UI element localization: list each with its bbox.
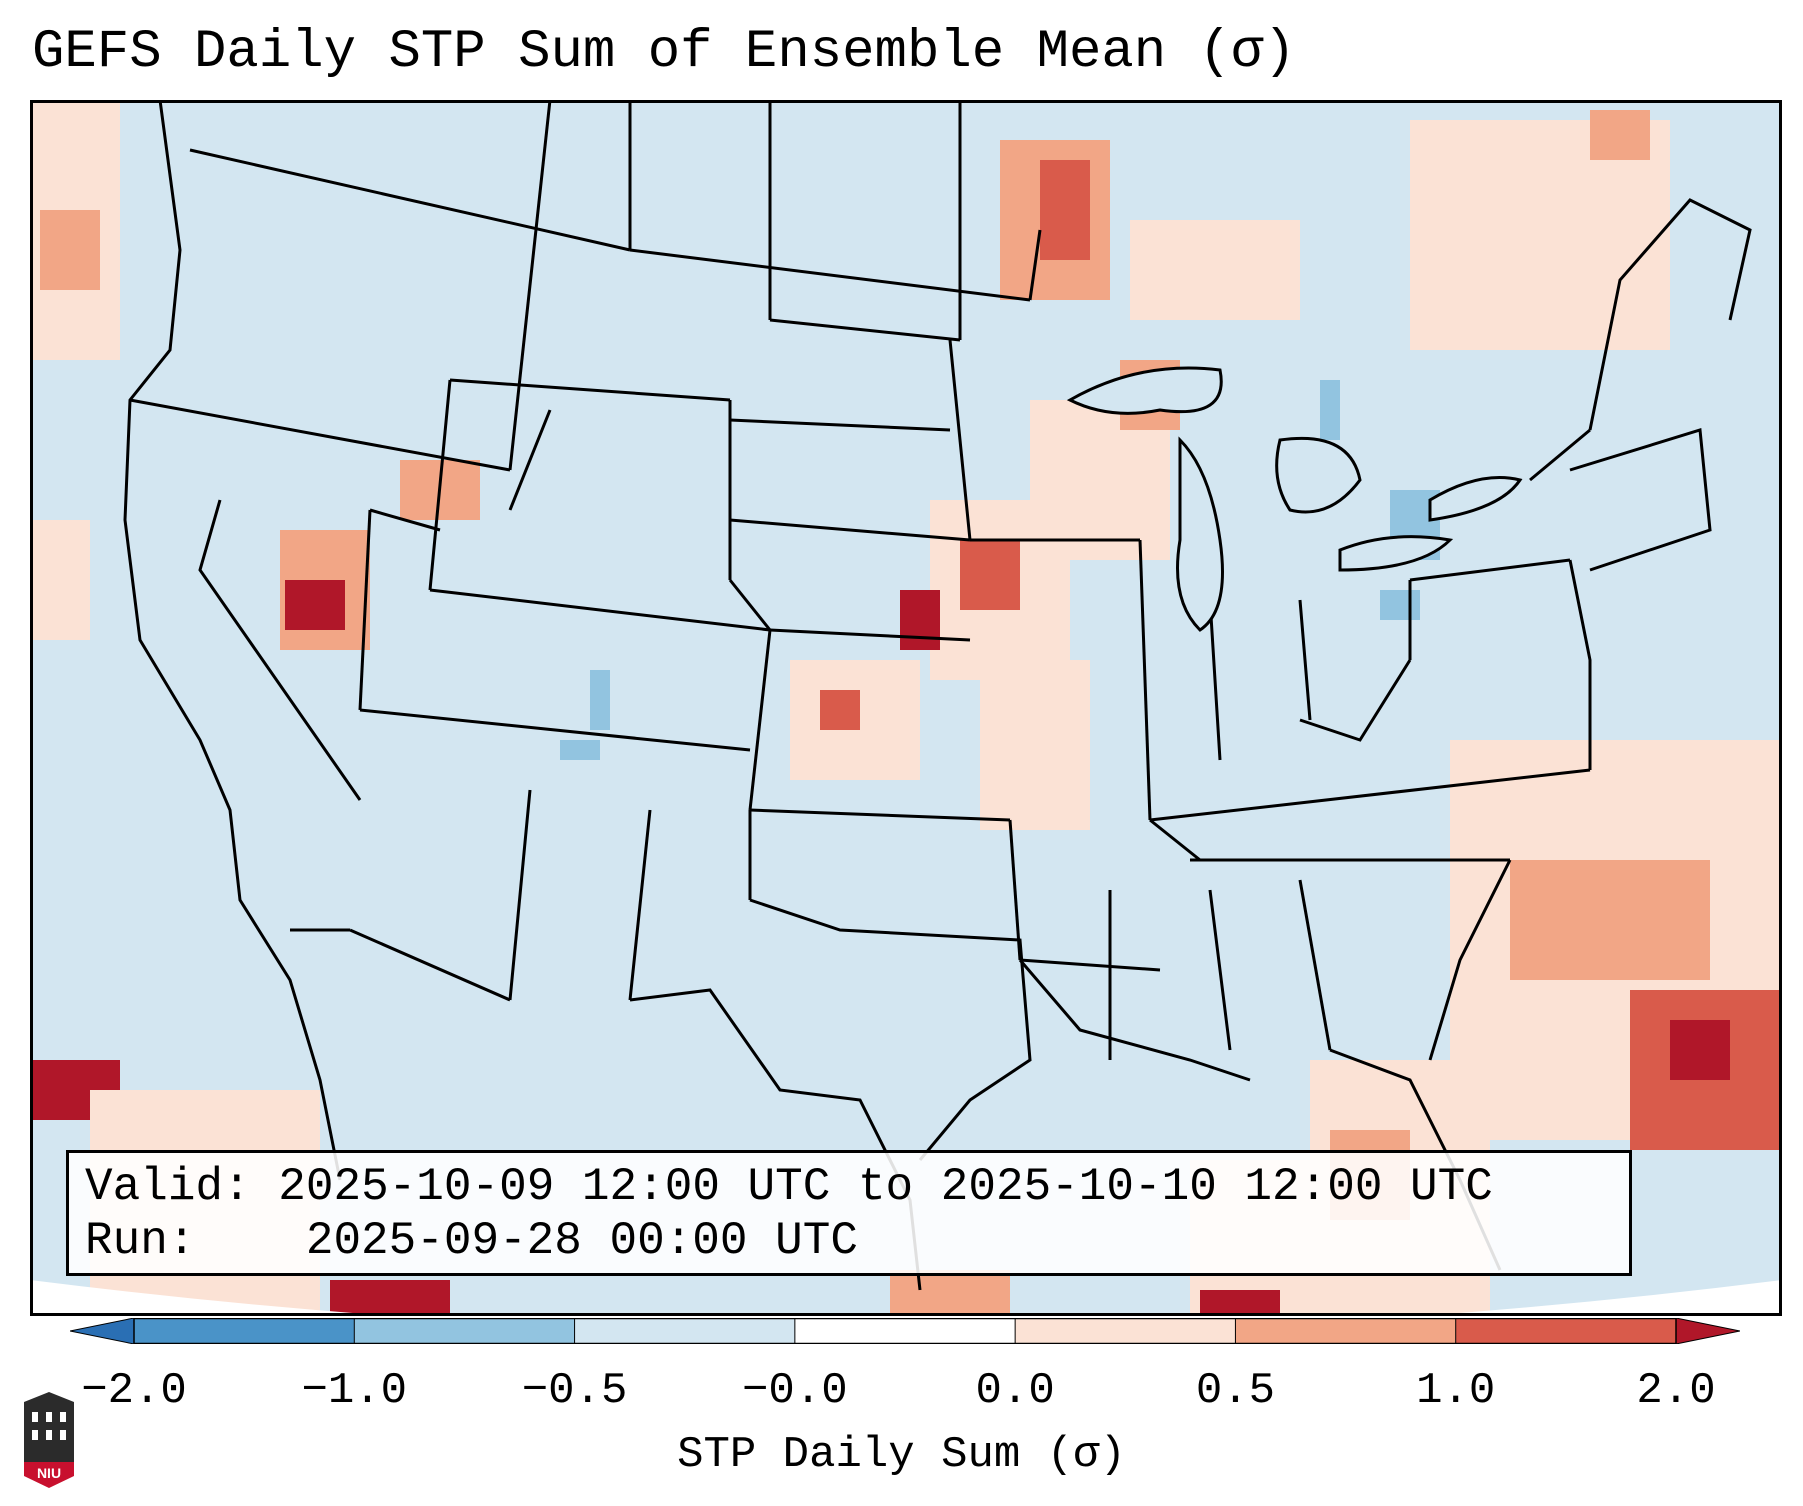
logo-text: NIU: [37, 1465, 61, 1481]
colorbar-tick-label: −1.0: [301, 1366, 408, 1416]
run-value: 2025-09-28 00:00 UTC: [305, 1215, 858, 1267]
niu-logo: NIU: [24, 1392, 74, 1488]
colorbar-segment: [134, 1318, 355, 1344]
map-svg: [30, 100, 1782, 1316]
run-label: Run:: [85, 1215, 196, 1267]
map-panel: [30, 100, 1782, 1316]
colorbar-segment: [1455, 1318, 1677, 1344]
colorbar-label: STP Daily Sum (σ): [677, 1430, 1126, 1480]
colorbar-tick-label: −0.5: [521, 1366, 628, 1416]
valid-line: Valid: 2025-10-09 12:00 UTC to 2025-10-1…: [85, 1161, 1493, 1213]
colorbar-segment: [794, 1318, 1016, 1344]
colorbar-extend-high: [1675, 1318, 1740, 1344]
run-line: Run: 2025-09-28 00:00 UTC: [85, 1215, 858, 1267]
valid-label: Valid:: [85, 1161, 251, 1213]
colorbar-tick-label: 0.5: [1195, 1366, 1276, 1416]
colorbar-segment: [354, 1318, 576, 1344]
colorbar-tick-label: 1.0: [1416, 1366, 1496, 1416]
colorbar-tick-label: −2.0: [81, 1366, 187, 1416]
colorbar-segment: [574, 1318, 796, 1344]
map-title: GEFS Daily STP Sum of Ensemble Mean (σ): [32, 22, 1296, 83]
colorbar-extend-low: [70, 1318, 135, 1344]
valid-value: 2025-10-09 12:00 UTC to 2025-10-10 12:00…: [278, 1161, 1493, 1213]
colorbar-tick-label: 2.0: [1636, 1366, 1716, 1416]
map-frame: [30, 100, 1782, 1316]
colorbar-segment: [1235, 1318, 1457, 1344]
valid-run-info-box: Valid: 2025-10-09 12:00 UTC to 2025-10-1…: [66, 1150, 1632, 1276]
state-borders: [123, 100, 1752, 1291]
colorbar-tick-label: 0.0: [975, 1366, 1055, 1416]
colorbar: [70, 1318, 1740, 1344]
great-lakes: [1066, 366, 1523, 632]
colorbar-segment: [1015, 1318, 1236, 1344]
colorbar-tick-label: −0.0: [742, 1366, 848, 1416]
